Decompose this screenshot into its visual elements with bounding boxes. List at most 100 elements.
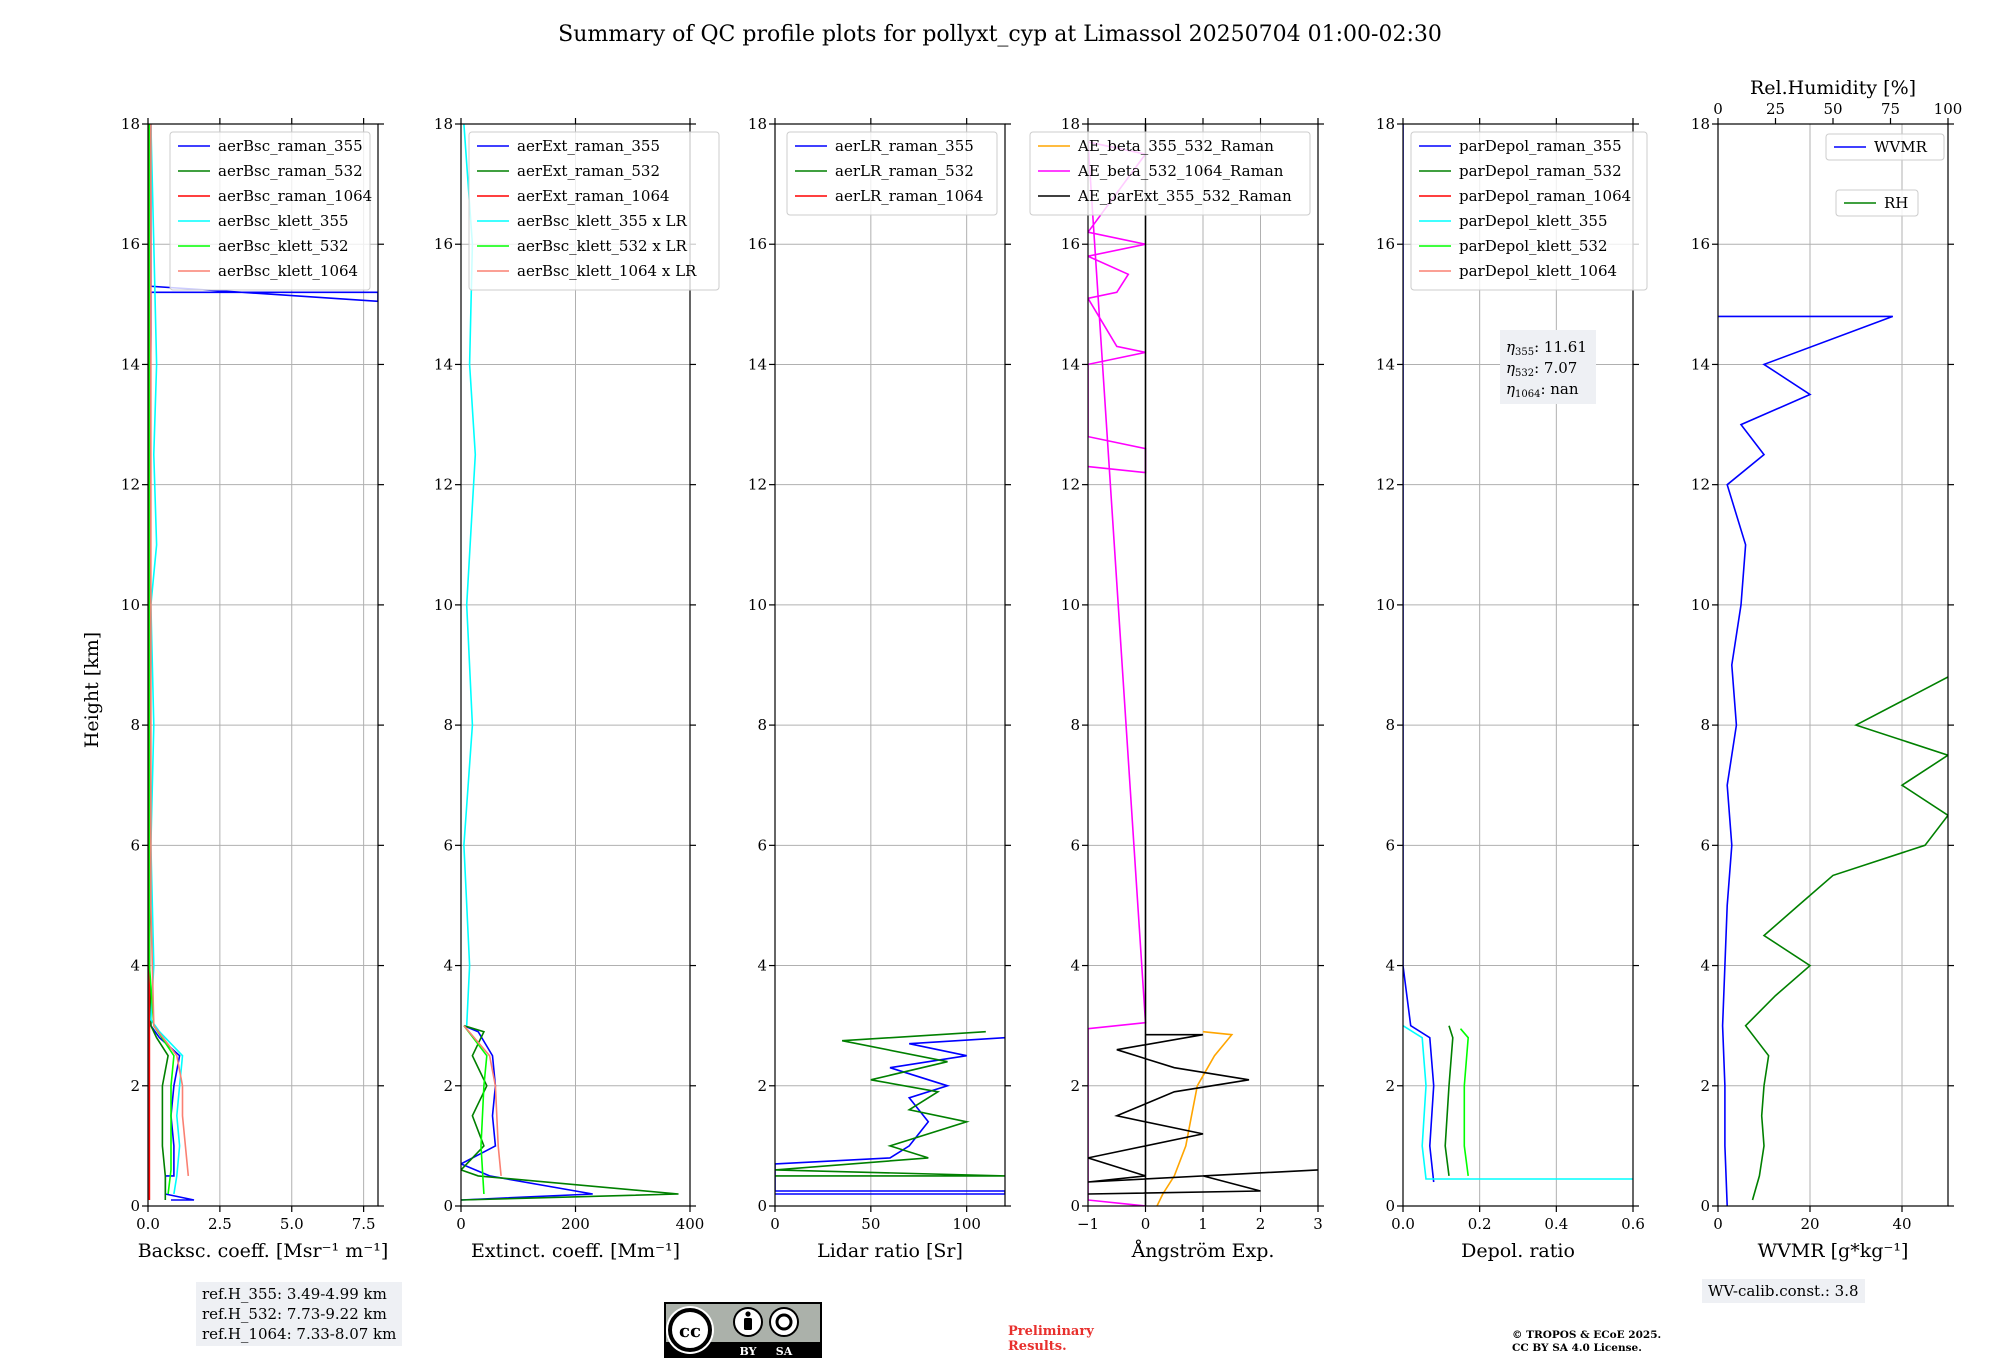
panel-5: 0 2 4 6 8 10 12 14 16 18 0.0 0.2 0.4 0.6 Depol. ratio p… xyxy=(1376,115,1648,1262)
series-line-aerbsc-klett-532 xyxy=(148,124,175,1195)
legend-box xyxy=(786,131,998,216)
y-tick-label: 0 xyxy=(443,1197,453,1215)
panel-1: 0 2 4 6 8 10 12 14 16 18 0.0 2.5 5.0 7.5 Backsc. coeff… xyxy=(121,115,388,1262)
axes-frame xyxy=(1717,123,1949,1207)
copyright-line-2: CC BY SA 4.0 License. xyxy=(1512,1342,1642,1354)
legend-label: AE_beta_355_532_Raman xyxy=(1077,137,1274,155)
reference-height-box: ref.H_355: 3.49-4.99 km ref.H_532: 7.73-… xyxy=(196,1282,403,1346)
y-tick-label: 4 xyxy=(1070,957,1080,975)
series-line-ae-beta-532-1064-raman xyxy=(1088,141,1147,1206)
x-tick-label: 400 xyxy=(676,1215,705,1233)
y-tick-label: 14 xyxy=(1376,355,1395,373)
x-tick-label: 20 xyxy=(1800,1215,1819,1233)
ref-height-1064: ref.H_1064: 7.33-8.07 km xyxy=(202,1325,397,1343)
wv-calibration-box: WV-calib.const.: 3.8 xyxy=(1702,1279,1865,1303)
ref-height-355: ref.H_355: 3.49-4.99 km xyxy=(202,1285,387,1303)
y-tick-label: 8 xyxy=(443,716,453,734)
legend-label: parDepol_raman_355 xyxy=(1459,137,1622,155)
x-tick-label: 0 xyxy=(1141,1215,1151,1233)
legend-label: aerBsc_klett_355 xyxy=(218,212,349,230)
copyright-note: © TROPOS & ECoE 2025. CC BY SA 4.0 Licen… xyxy=(1512,1329,1661,1355)
x-axis-label: Ångström Exp. xyxy=(1131,1240,1275,1262)
series-line-ae-beta-355-532-raman xyxy=(1156,1030,1234,1206)
series-line-aerlr-raman-532 xyxy=(775,1030,1005,1177)
series-line-aerlr-raman-355 xyxy=(775,1036,1005,1195)
x-axis-label: WVMR [g*kg⁻¹] xyxy=(1758,1240,1909,1262)
x-axis-label: Extinct. coeff. [Mm⁻¹] xyxy=(471,1240,680,1262)
y-tick-label: 18 xyxy=(1061,115,1080,133)
x2-tick-label: 25 xyxy=(1766,100,1785,118)
x-tick-label: 0 xyxy=(1713,1215,1723,1233)
y-tick-label: 6 xyxy=(1385,836,1395,854)
legend-label: aerLR_raman_1064 xyxy=(835,187,983,205)
x-tick-label: −1 xyxy=(1077,1215,1099,1233)
legend: aerExt_raman_355 aerExt_raman_532 aerExt_r… xyxy=(468,131,720,291)
license-by-label: BY xyxy=(740,1345,757,1358)
x-tick-label: 200 xyxy=(561,1215,590,1233)
series-line-rh xyxy=(1744,676,1948,1201)
legend-label: aerLR_raman_355 xyxy=(835,137,974,155)
annotation-box xyxy=(1500,330,1596,404)
series-group xyxy=(1088,124,1318,1206)
y-tick-label: 10 xyxy=(434,596,453,614)
x2-tick-label: 0 xyxy=(1713,100,1723,118)
y-tick-label: 12 xyxy=(1061,476,1080,494)
y-tick-label: 14 xyxy=(1691,355,1710,373)
series-group xyxy=(775,1030,1005,1195)
legend-label: aerBsc_raman_1064 xyxy=(218,187,372,205)
legend-box xyxy=(1029,131,1311,216)
y-tick-label: 4 xyxy=(443,957,453,975)
legend-box xyxy=(1825,133,1945,161)
y-tick-label: 14 xyxy=(1061,355,1080,373)
y-tick-label: 4 xyxy=(1385,957,1395,975)
x-tick-label: 1 xyxy=(1198,1215,1208,1233)
y-tick-label: 2 xyxy=(130,1077,140,1095)
y-tick-label: 18 xyxy=(434,115,453,133)
series-line-ae-parext-355-532-raman xyxy=(1088,124,1318,1206)
y-tick-label: 0 xyxy=(1700,1197,1710,1215)
y-tick-label: 0 xyxy=(130,1197,140,1215)
y-tick-label: 0 xyxy=(757,1197,767,1215)
y-tick-label: 4 xyxy=(130,957,140,975)
y-axis-label: Height [km] xyxy=(81,632,103,748)
legend-box xyxy=(1835,189,1919,217)
legend-label: aerExt_raman_1064 xyxy=(517,187,670,205)
eta-value: η1064: nan xyxy=(1506,380,1579,400)
y-tick-label: 18 xyxy=(1691,115,1710,133)
y-tick-label: 10 xyxy=(1061,596,1080,614)
preliminary-results-note: Preliminary Results. xyxy=(1008,1324,1094,1354)
legend-box xyxy=(169,131,371,291)
ref-height-532: ref.H_532: 7.73-9.22 km xyxy=(202,1305,387,1323)
y-tick-label: 6 xyxy=(130,836,140,854)
y-tick-label: 4 xyxy=(757,957,767,975)
legend-label: WVMR xyxy=(1874,138,1928,156)
x-tick-label: 0.2 xyxy=(1468,1215,1492,1233)
panel-2: 0 2 4 6 8 10 12 14 16 18 0 200 400 Extinct. coeff. [M… xyxy=(434,115,720,1262)
y-tick-label: 18 xyxy=(121,115,140,133)
y-tick-label: 16 xyxy=(748,235,767,253)
axes-frame xyxy=(774,123,1006,1207)
legend-label: aerLR_raman_532 xyxy=(835,162,974,180)
y-tick-label: 12 xyxy=(434,476,453,494)
series-line-aerbsc-klett-532-x-lr xyxy=(463,1025,488,1195)
y-tick-label: 6 xyxy=(1070,836,1080,854)
y-tick-label: 12 xyxy=(748,476,767,494)
series-line-pardepol-raman-355 xyxy=(1403,124,1435,1183)
y-tick-label: 14 xyxy=(121,355,140,373)
y-tick-label: 12 xyxy=(121,476,140,494)
x2-tick-label: 50 xyxy=(1823,100,1842,118)
y-tick-label: 10 xyxy=(1691,596,1710,614)
wv-calibration-constant: WV-calib.const.: 3.8 xyxy=(1708,1282,1859,1300)
y-tick-label: 6 xyxy=(1700,836,1710,854)
legend: parDepol_raman_355 parDepol_raman_532 parD… xyxy=(1410,131,1648,291)
legend: aerBsc_raman_355 aerBsc_raman_532 aerBsc_r… xyxy=(169,131,372,291)
series-line-aerbsc-klett-1064-x-lr xyxy=(463,1025,502,1176)
y-tick-label: 14 xyxy=(748,355,767,373)
y-tick-label: 4 xyxy=(1700,957,1710,975)
eta-value: η532: 7.07 xyxy=(1506,359,1577,379)
y-tick-label: 8 xyxy=(1070,716,1080,734)
legend-label: aerExt_raman_355 xyxy=(517,137,660,155)
legend-label: parDepol_klett_1064 xyxy=(1459,262,1617,280)
